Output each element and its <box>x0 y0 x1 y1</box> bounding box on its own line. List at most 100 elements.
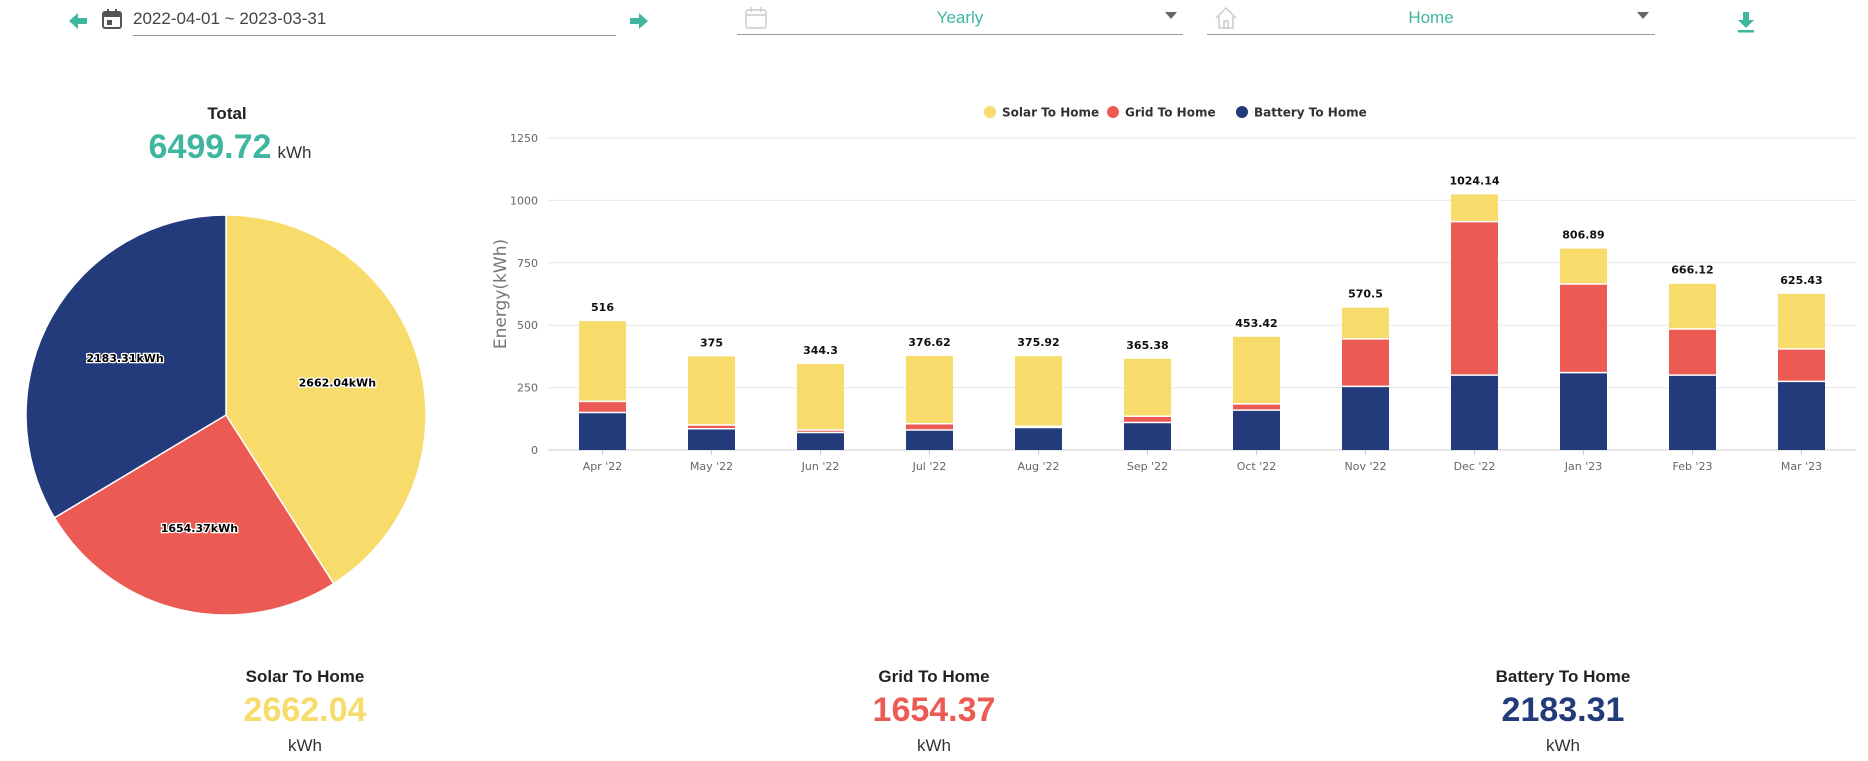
bar-segment <box>1669 328 1716 376</box>
bar-segment <box>1233 403 1280 411</box>
bar-segment <box>1015 427 1062 450</box>
bar-segment <box>1778 293 1825 349</box>
pie-slice <box>225 214 427 585</box>
pie-slice <box>53 413 335 616</box>
summary-value: 2662.04 <box>243 691 367 729</box>
bar-segment <box>797 430 844 433</box>
bar-total-label: 344.3 <box>803 344 838 357</box>
total-title: Total <box>207 104 247 123</box>
x-tick-label: Jul '22 <box>912 460 947 473</box>
download-icon <box>1738 12 1754 33</box>
x-tick-label: Dec '22 <box>1454 460 1496 473</box>
bar-total-label: 375.92 <box>1017 336 1059 349</box>
bar-total-label: 1024.14 <box>1449 174 1499 187</box>
arrow-right-icon <box>630 13 648 29</box>
bar-segment <box>688 356 735 426</box>
pie-slice-label: 1654.37kWh <box>161 522 238 535</box>
x-tick-label: Mar '23 <box>1781 460 1822 473</box>
legend-label: Solar To Home <box>1002 106 1099 120</box>
prev-period-button[interactable] <box>67 9 89 33</box>
total-summary: 6499.72 kWh <box>100 128 360 167</box>
chevron-down-icon <box>1165 12 1177 19</box>
site-select[interactable]: Home <box>1207 4 1655 35</box>
summary-unit: kWh <box>1546 736 1580 755</box>
legend-label: Battery To Home <box>1254 106 1367 120</box>
bar-segment <box>1342 386 1389 450</box>
summary-value: 2183.31 <box>1501 691 1625 729</box>
bar-segment <box>688 428 735 450</box>
total-unit: kWh <box>277 143 312 162</box>
y-tick-label: 750 <box>517 257 538 270</box>
bar-segment <box>1669 283 1716 329</box>
bar-segment <box>1451 375 1498 450</box>
period-value: Yearly <box>936 8 984 27</box>
bar-segment <box>579 401 626 413</box>
bar-segment <box>1669 375 1716 450</box>
date-range-input[interactable]: 2022-04-01 ~ 2023-03-31 <box>133 6 616 36</box>
bar-total-label: 365.38 <box>1126 339 1168 352</box>
y-axis-label: Energy(kWh) <box>491 239 511 349</box>
pie-slice-label: 2662.04kWh <box>299 376 376 389</box>
next-period-button[interactable] <box>628 9 650 33</box>
bar-segment <box>1560 248 1607 285</box>
bar-segment <box>1451 194 1498 222</box>
arrow-left-icon <box>69 13 87 29</box>
bar-total-label: 453.42 <box>1235 317 1277 330</box>
bar-total-label: 570.5 <box>1348 288 1383 301</box>
summary-unit: kWh <box>917 736 951 755</box>
y-tick-label: 250 <box>517 382 538 395</box>
summary-battery: Battery To Home 2183.31 kWh <box>1433 667 1693 756</box>
x-tick-label: Apr '22 <box>583 460 623 473</box>
bar-segment <box>906 355 953 424</box>
bar-segment <box>1342 307 1389 339</box>
x-tick-label: Oct '22 <box>1237 460 1277 473</box>
legend-marker <box>1236 106 1248 118</box>
bar-segment <box>688 425 735 429</box>
download-button[interactable] <box>1735 10 1757 34</box>
summary-unit: kWh <box>288 736 322 755</box>
y-tick-label: 500 <box>517 319 538 332</box>
bar-total-label: 806.89 <box>1562 229 1604 242</box>
x-tick-label: Aug '22 <box>1018 460 1060 473</box>
bar-segment <box>1124 422 1171 450</box>
bar-segment <box>1015 356 1062 427</box>
total-value: 6499.72 <box>148 128 272 166</box>
bar-total-label: 376.62 <box>908 336 950 349</box>
calendar-icon[interactable] <box>101 7 123 31</box>
y-tick-label: 1000 <box>510 194 538 207</box>
stacked-bar-chart: Solar To Home Grid To Home Battery To Home… <box>491 106 1856 473</box>
period-select[interactable]: Yearly <box>737 4 1183 35</box>
bar-segment <box>1560 284 1607 373</box>
calendar-365-icon <box>745 7 767 29</box>
x-tick-label: Nov '22 <box>1345 460 1387 473</box>
x-tick-label: Jun '22 <box>801 460 840 473</box>
bar-segment <box>1233 336 1280 404</box>
y-tick-label: 0 <box>531 444 538 457</box>
bar-segment <box>579 321 626 402</box>
summary-label: Battery To Home <box>1495 667 1631 686</box>
summary-grid: Grid To Home 1654.37 kWh <box>804 667 1064 756</box>
summary-label: Solar To Home <box>245 667 365 686</box>
legend-label: Grid To Home <box>1125 106 1216 120</box>
pie-chart: 2662.04kWh 1654.37kWh 2183.31kWh <box>25 214 427 616</box>
site-value: Home <box>1408 8 1454 27</box>
bar-segment <box>797 432 844 450</box>
y-tick-label: 1250 <box>510 132 538 145</box>
bar-segment <box>797 364 844 431</box>
pie-slice <box>25 214 227 519</box>
bar-segment <box>1233 410 1280 450</box>
date-range-value: 2022-04-01 ~ 2023-03-31 <box>133 9 327 28</box>
bar-segment <box>579 412 626 450</box>
summary-label: Grid To Home <box>878 667 990 686</box>
legend-marker <box>1107 106 1119 118</box>
bar-segment <box>1124 416 1171 423</box>
x-tick-label: Sep '22 <box>1127 460 1168 473</box>
bar-segment <box>1451 221 1498 376</box>
x-tick-label: Feb '23 <box>1673 460 1713 473</box>
home-icon <box>1215 6 1237 29</box>
bar-total-label: 666.12 <box>1671 264 1713 277</box>
x-tick-label: May '22 <box>690 460 733 473</box>
bar-total-label: 625.43 <box>1780 274 1822 287</box>
bar-total-label: 516 <box>591 301 614 314</box>
bar-segment <box>1124 358 1171 417</box>
